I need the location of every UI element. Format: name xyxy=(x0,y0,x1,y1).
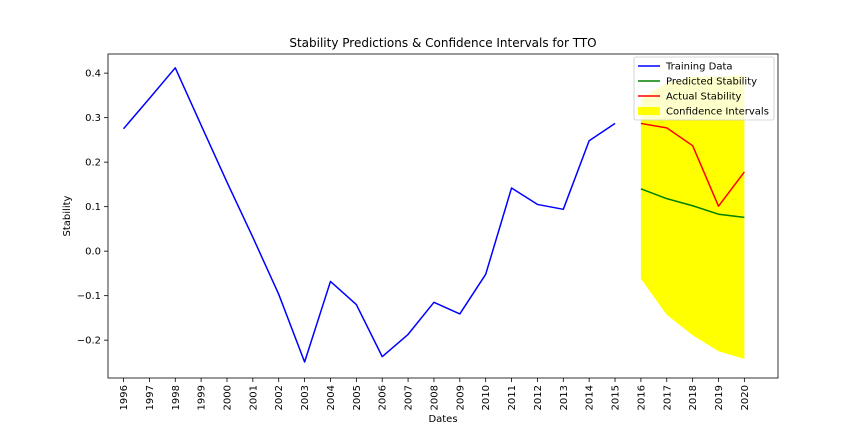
x-tick-label: 2006 xyxy=(378,385,389,410)
x-tick-label: 1996 xyxy=(119,385,130,410)
x-tick-label: 1997 xyxy=(145,385,156,410)
x-tick-label: 2015 xyxy=(611,385,622,410)
series-lines-layer xyxy=(122,67,745,363)
y-tick-label: 0.4 xyxy=(85,69,101,80)
x-tick-label: 2000 xyxy=(222,385,233,410)
x-tick-label: 2004 xyxy=(326,385,337,410)
x-tick-label: 2017 xyxy=(662,385,673,410)
actual-stability-legend-label: Actual Stability xyxy=(666,92,742,103)
confidence-interval-band xyxy=(640,75,745,359)
legend-box xyxy=(633,56,775,121)
y-tick-label: 0.3 xyxy=(85,113,101,124)
x-tick-label: 2009 xyxy=(455,385,466,410)
training-data-line xyxy=(122,67,616,363)
x-tick-label: 2005 xyxy=(352,385,363,410)
x-axis-label: Dates xyxy=(428,414,457,425)
confidence-interval-layer xyxy=(640,75,745,359)
x-tick-label: 2014 xyxy=(585,385,596,410)
plot-frame xyxy=(107,53,779,379)
chart-title: Stability Predictions & Confidence Inter… xyxy=(289,36,596,50)
x-tick-label: 2007 xyxy=(404,385,415,410)
x-tick-label: 1998 xyxy=(171,385,182,410)
actual-stability-line xyxy=(640,122,745,207)
training-data-legend-label: Training Data xyxy=(665,62,733,73)
y-axis-label: Stability xyxy=(62,195,73,236)
x-tick-label: 2001 xyxy=(248,385,259,410)
y-tick-label: 0.2 xyxy=(85,158,101,169)
confidence-intervals-legend-swatch xyxy=(638,107,660,115)
y-tick-label: −0.1 xyxy=(77,291,101,302)
y-tick-label: −0.2 xyxy=(77,336,101,347)
predicted-stability-legend-label: Predicted Stability xyxy=(666,77,757,88)
x-tick-label: 2012 xyxy=(533,385,544,410)
x-tick-label: 1999 xyxy=(197,385,208,410)
x-tick-label: 2016 xyxy=(636,385,647,410)
x-tick-label: 2008 xyxy=(429,385,440,410)
x-tick-label: 2011 xyxy=(507,385,518,410)
x-tick-label: 2018 xyxy=(688,385,699,410)
x-tick-label: 2010 xyxy=(481,385,492,410)
confidence-intervals-legend-label: Confidence Intervals xyxy=(666,107,769,118)
x-tick-label: 2003 xyxy=(300,385,311,410)
x-tick-label: 2002 xyxy=(274,385,285,410)
legend: Training Data Predicted Stability Actual S… xyxy=(633,56,775,121)
y-tick-label: 0.0 xyxy=(85,247,101,258)
x-axis: 1996 1997 1998 1999 2000 2001 2002 2003 2004 2005… xyxy=(119,378,751,410)
x-tick-label: 2019 xyxy=(714,385,725,410)
y-tick-label: 0.1 xyxy=(85,202,101,213)
predicted-stability-line xyxy=(640,188,745,219)
y-axis: −0.2 −0.1 0.0 0.1 0.2 0.3 0.4 xyxy=(77,69,108,347)
x-tick-label: 2013 xyxy=(559,385,570,410)
x-tick-label: 2020 xyxy=(740,385,751,410)
